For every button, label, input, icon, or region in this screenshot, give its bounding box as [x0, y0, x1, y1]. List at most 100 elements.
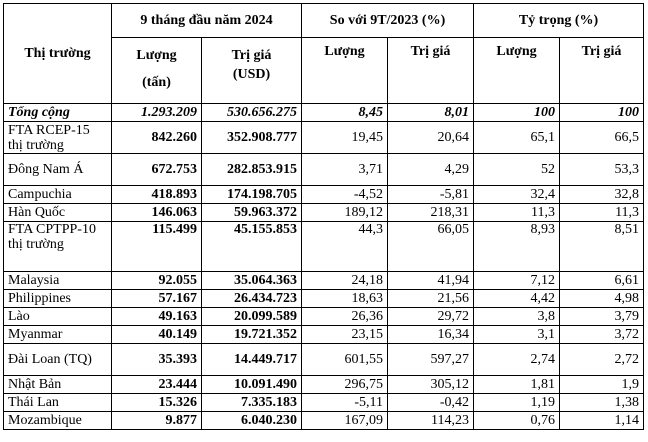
- market-cell: Philippines: [3, 289, 112, 308]
- val-change-cell: 66,05: [387, 221, 475, 272]
- val-share-cell: 32,8: [559, 185, 645, 204]
- volume-header: Lượng (tấn): [111, 37, 202, 104]
- volume-cell: 35.393: [111, 343, 202, 376]
- vol-share-cell: 32,4: [473, 185, 561, 204]
- unit-tons: (tấn): [142, 75, 171, 90]
- table-row: Hàn Quốc 146.063 59.963.372 189,12 218,31 11,…: [3, 203, 645, 222]
- value-cell: 45.155.853: [200, 221, 303, 272]
- market-cell: FTA RCEP-15 thị trường: [3, 121, 112, 154]
- val-share-cell: 1,38: [559, 393, 645, 412]
- val-share-cell: 6,61: [559, 271, 645, 290]
- market-cell: Tổng cộng: [3, 103, 112, 122]
- volume-cell: 146.063: [111, 203, 202, 222]
- total-row: Tổng cộng 1.293.209 530.656.275 8,45 8,01 100…: [3, 103, 645, 122]
- table-row: Thái Lan 15.326 7.335.183 -5,11 -0,42 1,19 1,3…: [3, 393, 645, 412]
- volume-cell: 57.167: [111, 289, 202, 308]
- vol-change-cell: 296,75: [301, 375, 389, 394]
- val-change-cell: 597,27: [387, 343, 475, 376]
- val-share-cell: 8,51: [559, 221, 645, 272]
- vol-share-cell: 52: [473, 153, 561, 186]
- vol-change-cell: 3,71: [301, 153, 389, 186]
- vol-share-cell: 7,12: [473, 271, 561, 290]
- value-cell: 14.449.717: [200, 343, 303, 376]
- vol-share-cell: 65,1: [473, 121, 561, 154]
- val-change-cell: 218,31: [387, 203, 475, 222]
- table-row: Campuchia 418.893 174.198.705 -4,52 -5,81 32,…: [3, 185, 645, 204]
- val-share-cell: 66,5: [559, 121, 645, 154]
- val-share-cell: 11,3: [559, 203, 645, 222]
- vol-share-cell: 1,81: [473, 375, 561, 394]
- period-header: 9 tháng đầu năm 2024: [110, 3, 303, 38]
- val-share-cell: 3,79: [559, 307, 645, 326]
- table-row: Đông Nam Á 672.753 282.853.915 3,71 4,29 52 53…: [3, 153, 645, 186]
- vol-change-cell: 167,09: [301, 411, 389, 430]
- val-change-cell: 305,12: [387, 375, 475, 394]
- vol-change-cell: 189,12: [301, 203, 389, 222]
- volume-cell: 92.055: [111, 271, 202, 290]
- vol-share-cell: 1,19: [473, 393, 561, 412]
- volume-cell: 842.260: [111, 121, 202, 154]
- unit-usd: (USD): [232, 67, 271, 82]
- market-cell: Đông Nam Á: [3, 153, 112, 186]
- val-change-cell: 114,23: [387, 411, 475, 430]
- volume-cell: 115.499: [111, 221, 202, 272]
- volume-cell: 40.149: [111, 325, 202, 344]
- value-cell: 20.099.589: [200, 307, 303, 326]
- volume-cell: 672.753: [111, 153, 202, 186]
- vol-change-cell: -5,11: [301, 393, 389, 412]
- vol-change-cell: 8,45: [301, 103, 389, 122]
- val-change-cell: 29,72: [387, 307, 475, 326]
- volume-cell: 418.893: [111, 185, 202, 204]
- table-row: Malaysia 92.055 35.064.363 24,18 41,94 7,12 6,…: [3, 271, 645, 290]
- value-cell: 174.198.705: [200, 185, 303, 204]
- market-cell: Đài Loan (TQ): [3, 343, 112, 376]
- market-cell: Campuchia: [3, 185, 112, 204]
- market-cell: Thái Lan: [3, 393, 112, 412]
- market-cell: Lào: [3, 307, 112, 326]
- vol-share-cell: 0,76: [473, 411, 561, 430]
- val-change-cell: 16,34: [387, 325, 475, 344]
- header-row-1: Thị trường 9 tháng đầu năm 2024 So với 9…: [3, 3, 645, 104]
- value-cell: 59.963.372: [200, 203, 303, 222]
- vol-change-cell: -4,52: [301, 185, 389, 204]
- table-row: FTA RCEP-15 thị trường 842.260 352.908.777…: [3, 121, 645, 154]
- volume-cell: 9.877: [111, 411, 202, 430]
- value-cell: 26.434.723: [200, 289, 303, 308]
- market-cell: FTA CPTPP-10 thị trường: [3, 221, 112, 272]
- table-row: Myanmar 40.149 19.721.352 23,15 16,34 3,1 3,72: [3, 325, 645, 344]
- val-change-cell: 21,56: [387, 289, 475, 308]
- vol-change-cell: 601,55: [301, 343, 389, 376]
- table-row: Mozambique 9.877 6.040.230 167,09 114,23 0,76…: [3, 411, 645, 430]
- vol-change-cell: 23,15: [301, 325, 389, 344]
- value-cell: 7.335.183: [200, 393, 303, 412]
- table-row: Đài Loan (TQ) 35.393 14.449.717 601,55 597,2…: [3, 343, 645, 376]
- volume-cell: 15.326: [111, 393, 202, 412]
- value-cell: 282.853.915: [200, 153, 303, 186]
- val-share-cell: 3,72: [559, 325, 645, 344]
- val-change-cell: 8,01: [387, 103, 475, 122]
- value-cell: 352.908.777: [200, 121, 303, 154]
- val-change-cell: 4,29: [387, 153, 475, 186]
- vol-share-cell: 3,1: [473, 325, 561, 344]
- val-share-cell: 2,72: [559, 343, 645, 376]
- vol-change-cell: 19,45: [301, 121, 389, 154]
- value-cell: 10.091.490: [200, 375, 303, 394]
- volume-cell: 49.163: [111, 307, 202, 326]
- market-cell: Nhật Bản: [3, 375, 112, 394]
- table-row: Lào 49.163 20.099.589 26,36 29,72 3,8 3,79: [3, 307, 645, 326]
- volume-label: Lượng: [136, 48, 177, 63]
- share-header: Tỷ trọng (%): [473, 3, 645, 38]
- value-cell: 530.656.275: [200, 103, 303, 122]
- vol-share-cell: 3,8: [473, 307, 561, 326]
- table-row: Nhật Bản 23.444 10.091.490 296,75 305,12 1,81…: [3, 375, 645, 394]
- market-cell: Mozambique: [3, 411, 112, 430]
- share-value-header: Trị giá: [559, 37, 645, 104]
- vol-share-cell: 4,42: [473, 289, 561, 308]
- table-row: Philippines 57.167 26.434.723 18,63 21,56 4,4…: [3, 289, 645, 308]
- val-change-cell: 20,64: [387, 121, 475, 154]
- volume-cell: 1.293.209: [111, 103, 202, 122]
- vol-change-cell: 24,18: [301, 271, 389, 290]
- value-cell: 19.721.352: [200, 325, 303, 344]
- vol-share-cell: 100: [473, 103, 561, 122]
- market-header: Thị trường: [3, 3, 112, 104]
